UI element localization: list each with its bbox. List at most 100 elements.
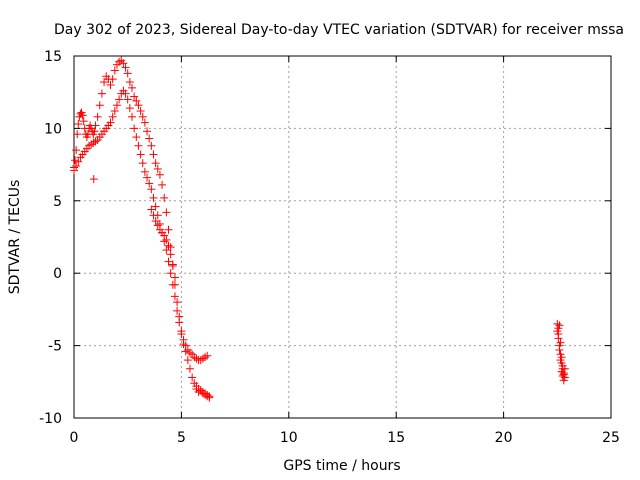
data-point [168, 260, 177, 269]
data-point [74, 120, 83, 129]
data-point [559, 376, 568, 385]
data-point [168, 280, 177, 289]
data-point [173, 298, 182, 307]
data-point [149, 193, 158, 202]
data-point [70, 166, 78, 175]
data-point [123, 69, 132, 78]
data-point [90, 127, 99, 136]
data-point [553, 319, 562, 328]
data-point [149, 211, 158, 220]
y-axis-label: SDTVAR / TECUs [7, 180, 23, 295]
grid-layer [74, 56, 611, 418]
data-point [179, 340, 188, 349]
data-point [185, 364, 194, 373]
plot-frame [73, 55, 612, 419]
data-point [145, 179, 154, 188]
data-point [115, 95, 124, 104]
data-point [559, 369, 568, 378]
data-point [203, 392, 212, 401]
data-point [87, 140, 96, 149]
data-point [151, 202, 160, 211]
y-tick-label: 10 [44, 121, 62, 137]
data-point [134, 101, 143, 110]
data-point [173, 306, 182, 315]
data-point [130, 92, 139, 101]
data-point [196, 356, 205, 365]
data-point [185, 348, 194, 357]
y-tick-label: 15 [44, 49, 62, 65]
data-point [127, 83, 136, 92]
data-point [132, 96, 141, 105]
data-point [121, 63, 130, 72]
data-point [164, 241, 173, 250]
data-point [89, 175, 98, 184]
data-point [125, 104, 134, 113]
data-point [72, 146, 81, 155]
data-point [76, 109, 85, 118]
data-point [93, 112, 102, 121]
data-point [556, 338, 565, 347]
data-point [115, 57, 124, 66]
y-tick-label: -5 [48, 339, 62, 355]
x-tick-label: 5 [177, 430, 186, 446]
data-point [121, 89, 130, 98]
data-point [181, 347, 190, 356]
data-point [74, 157, 83, 166]
data-point [557, 353, 566, 362]
data-point [155, 170, 164, 179]
data-point [136, 107, 145, 116]
x-tick-label: 20 [495, 430, 513, 446]
data-point [108, 75, 117, 84]
data-point [91, 121, 100, 130]
data-point [160, 231, 169, 240]
data-point [194, 387, 203, 396]
x-axis-label: GPS time / hours [283, 458, 400, 474]
data-point [558, 361, 567, 370]
data-point [158, 180, 167, 189]
data-point [555, 345, 564, 354]
data-point [85, 141, 94, 150]
data-point [106, 118, 115, 127]
data-point [110, 66, 119, 75]
data-point [183, 356, 192, 365]
data-point [162, 235, 171, 244]
data-point [110, 107, 119, 116]
data-point [555, 321, 564, 330]
y-tick-label: 5 [53, 194, 62, 210]
y-tick-label: -10 [39, 411, 62, 427]
data-point [143, 127, 152, 136]
data-point [138, 159, 147, 168]
data-point [73, 130, 82, 139]
chart-title: Day 302 of 2023, Sidereal Day-to-day VTE… [54, 22, 624, 38]
data-point [177, 330, 186, 339]
data-point [138, 112, 147, 121]
data-point [125, 78, 134, 87]
data-point [188, 373, 197, 382]
data-point [97, 89, 106, 98]
data-point [205, 393, 214, 402]
data-point [162, 208, 171, 217]
data-point [149, 150, 158, 159]
data-point [198, 354, 207, 363]
data-point [554, 334, 563, 343]
data-point [78, 111, 87, 120]
data-point [132, 133, 141, 142]
data-point [175, 318, 184, 327]
data-point [160, 193, 169, 202]
x-tick-label: 0 [70, 430, 79, 446]
data-point [72, 162, 81, 171]
data-point [203, 351, 212, 360]
data-point [170, 292, 179, 301]
ticks-layer: 0 5 10 15 20 25 -10 -5 0 5 10 15 [39, 49, 620, 446]
data-point [119, 59, 128, 68]
data-point [198, 389, 207, 398]
data-point [127, 112, 136, 121]
data-point [95, 101, 104, 110]
data-point [140, 167, 149, 176]
data-point [147, 141, 156, 150]
data-point [89, 138, 98, 147]
data-point [153, 221, 162, 230]
data-point [79, 117, 88, 126]
